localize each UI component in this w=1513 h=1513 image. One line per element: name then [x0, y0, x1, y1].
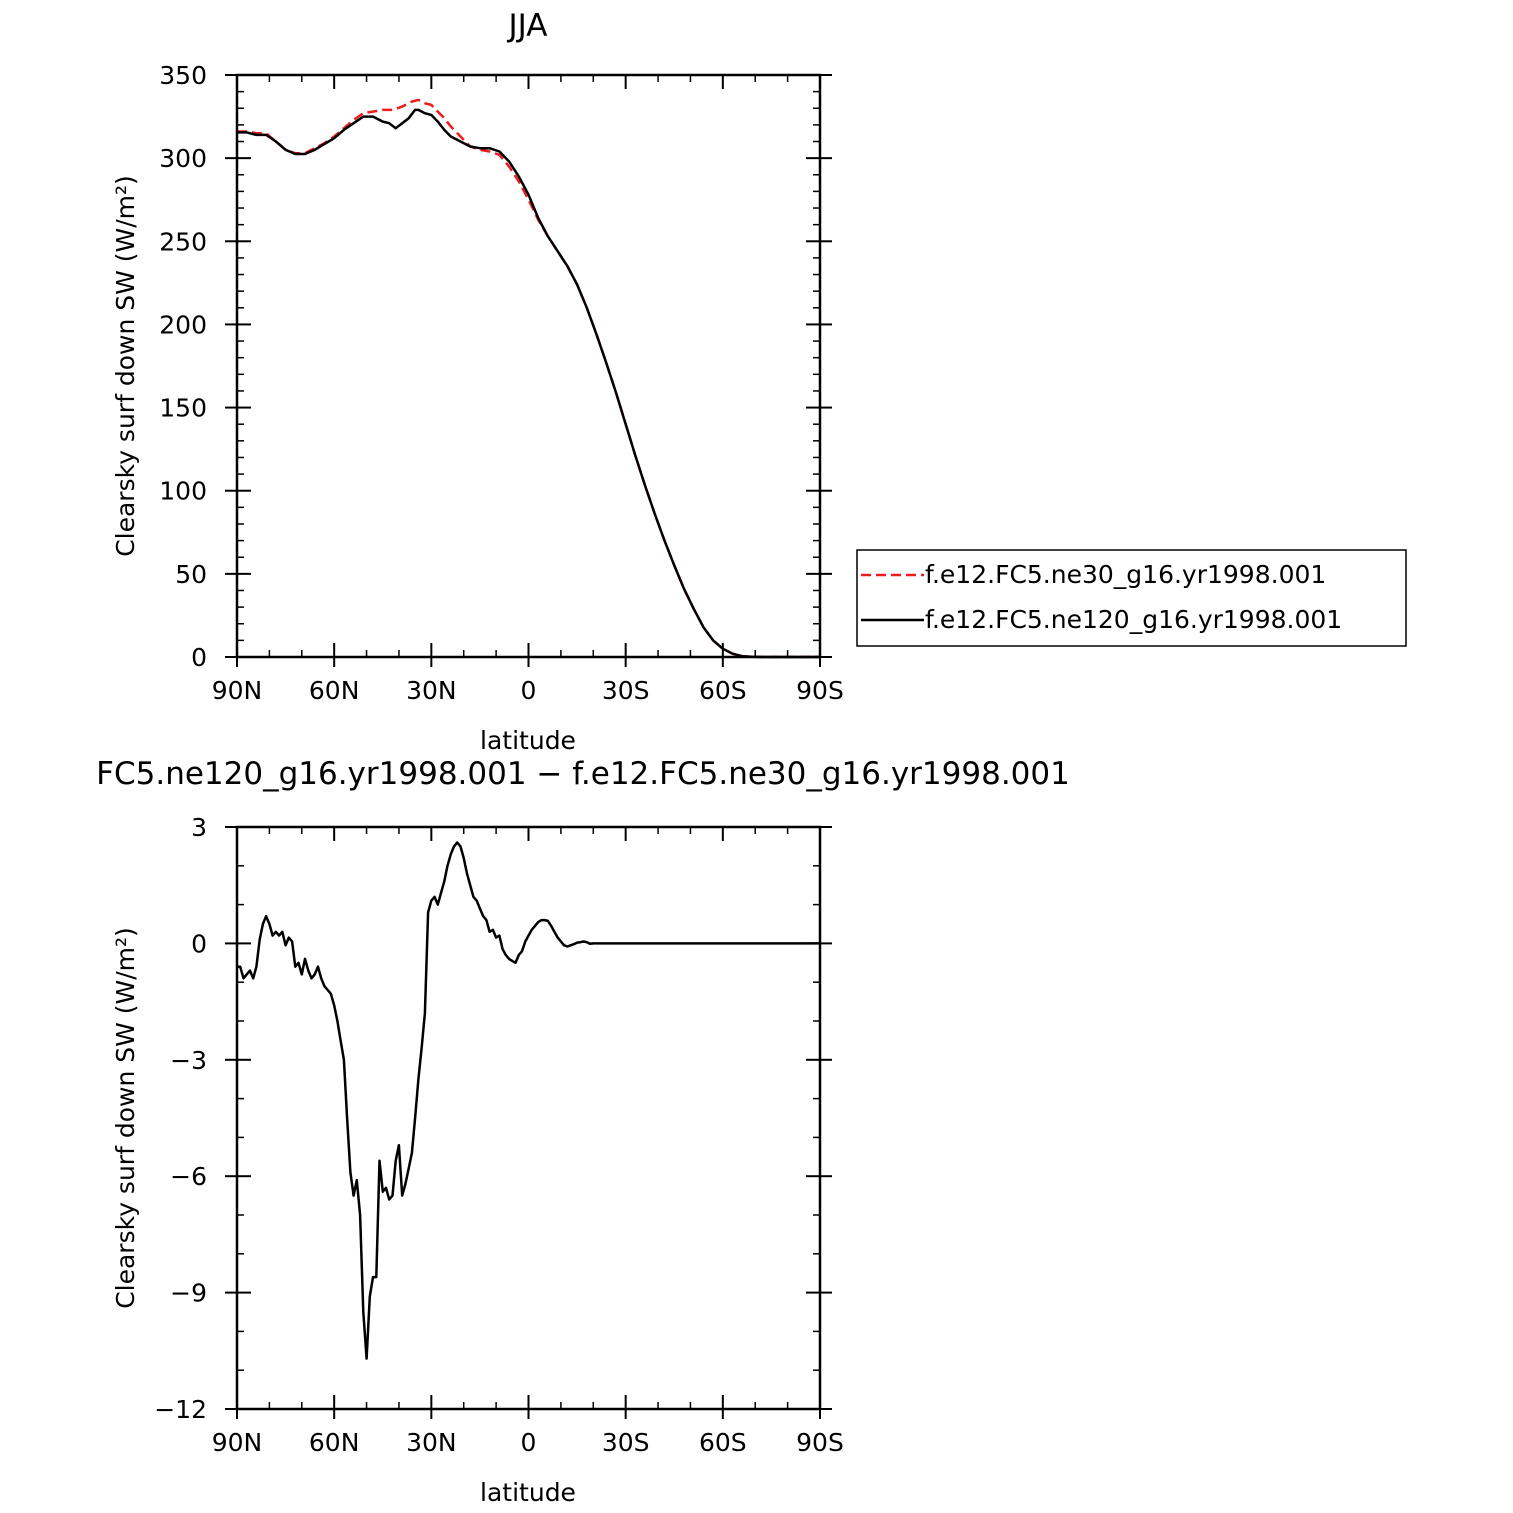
- y-tick-label-top: 250: [159, 227, 207, 256]
- y-tick-label-bottom: −6: [170, 1162, 207, 1191]
- panel-top: JJA 90N 60N 30N 0 30S 60S 90S 0 50 100 150 200 250 30…: [111, 8, 1407, 755]
- panel-bottom: FC5.ne120_g16.yr1998.001 − f.e12.FC5.ne3…: [96, 756, 1070, 1507]
- plot-area-top: [237, 98, 820, 659]
- y-tick-label-top: 200: [159, 310, 207, 339]
- x-tick-label-bottom: 30N: [406, 1428, 457, 1457]
- y-tick-label-top: 0: [191, 643, 207, 672]
- y-tick-label-bottom: 0: [191, 929, 207, 958]
- x-tick-label-top: 60S: [699, 676, 747, 705]
- y-tick-label-top: 50: [175, 560, 207, 589]
- y-tick-label-top: 100: [159, 477, 207, 506]
- series-line-bottom-0: [237, 841, 820, 1360]
- y-tick-label-bottom: −9: [170, 1279, 207, 1308]
- x-tick-label-top: 30S: [602, 676, 650, 705]
- x-tick-label-bottom: 0: [521, 1428, 537, 1457]
- x-axis-title-top: latitude: [480, 726, 576, 755]
- chart-title-bottom: FC5.ne120_g16.yr1998.001 − f.e12.FC5.ne3…: [96, 756, 1070, 792]
- series-line-top-0: [237, 98, 820, 659]
- y-axis-title-bottom: Clearsky surf down SW (W/m²): [111, 927, 140, 1309]
- y-tick-label-bottom: −12: [154, 1395, 207, 1424]
- y-tick-label-bottom: 3: [191, 813, 207, 842]
- plot-frame-bottom: [235, 825, 822, 1411]
- x-tick-label-bottom: 60S: [699, 1428, 747, 1457]
- x-tick-label-top: 0: [521, 676, 537, 705]
- plot-frame-top: [235, 73, 822, 659]
- legend-frame: [856, 549, 1407, 647]
- x-tick-label-top: 60N: [309, 676, 360, 705]
- y-tick-label-top: 300: [159, 144, 207, 173]
- x-tick-label-bottom: 90S: [796, 1428, 844, 1457]
- y-tick-label-bottom: −3: [170, 1046, 207, 1075]
- x-tick-label-top: 90N: [212, 676, 263, 705]
- legend-label-ne30: f.e12.FC5.ne30_g16.yr1998.001: [925, 560, 1326, 589]
- x-tick-label-bottom: 90N: [212, 1428, 263, 1457]
- y-axis-title-top: Clearsky surf down SW (W/m²): [111, 175, 140, 557]
- ticks-top: 90N 60N 30N 0 30S 60S 90S 0 50 100 150 200 250 300 350: [159, 61, 844, 705]
- x-axis-title-bottom: latitude: [480, 1478, 576, 1507]
- x-tick-label-bottom: 60N: [309, 1428, 360, 1457]
- x-tick-label-bottom: 30S: [602, 1428, 650, 1457]
- series-line-top-1: [237, 108, 820, 659]
- x-tick-label-top: 30N: [406, 676, 457, 705]
- legend-label-ne120: f.e12.FC5.ne120_g16.yr1998.001: [925, 605, 1342, 634]
- legend: f.e12.FC5.ne30_g16.yr1998.001 f.e12.FC5.…: [856, 549, 1407, 647]
- ticks-bottom: 90N 60N 30N 0 30S 60S 90S −12 −9 −6 −3 0 3: [154, 813, 844, 1457]
- x-tick-label-top: 90S: [796, 676, 844, 705]
- y-tick-label-top: 150: [159, 394, 207, 423]
- y-tick-label-top: 350: [159, 61, 207, 90]
- plot-area-bottom: [237, 841, 820, 1360]
- chart-title-top: JJA: [507, 8, 548, 44]
